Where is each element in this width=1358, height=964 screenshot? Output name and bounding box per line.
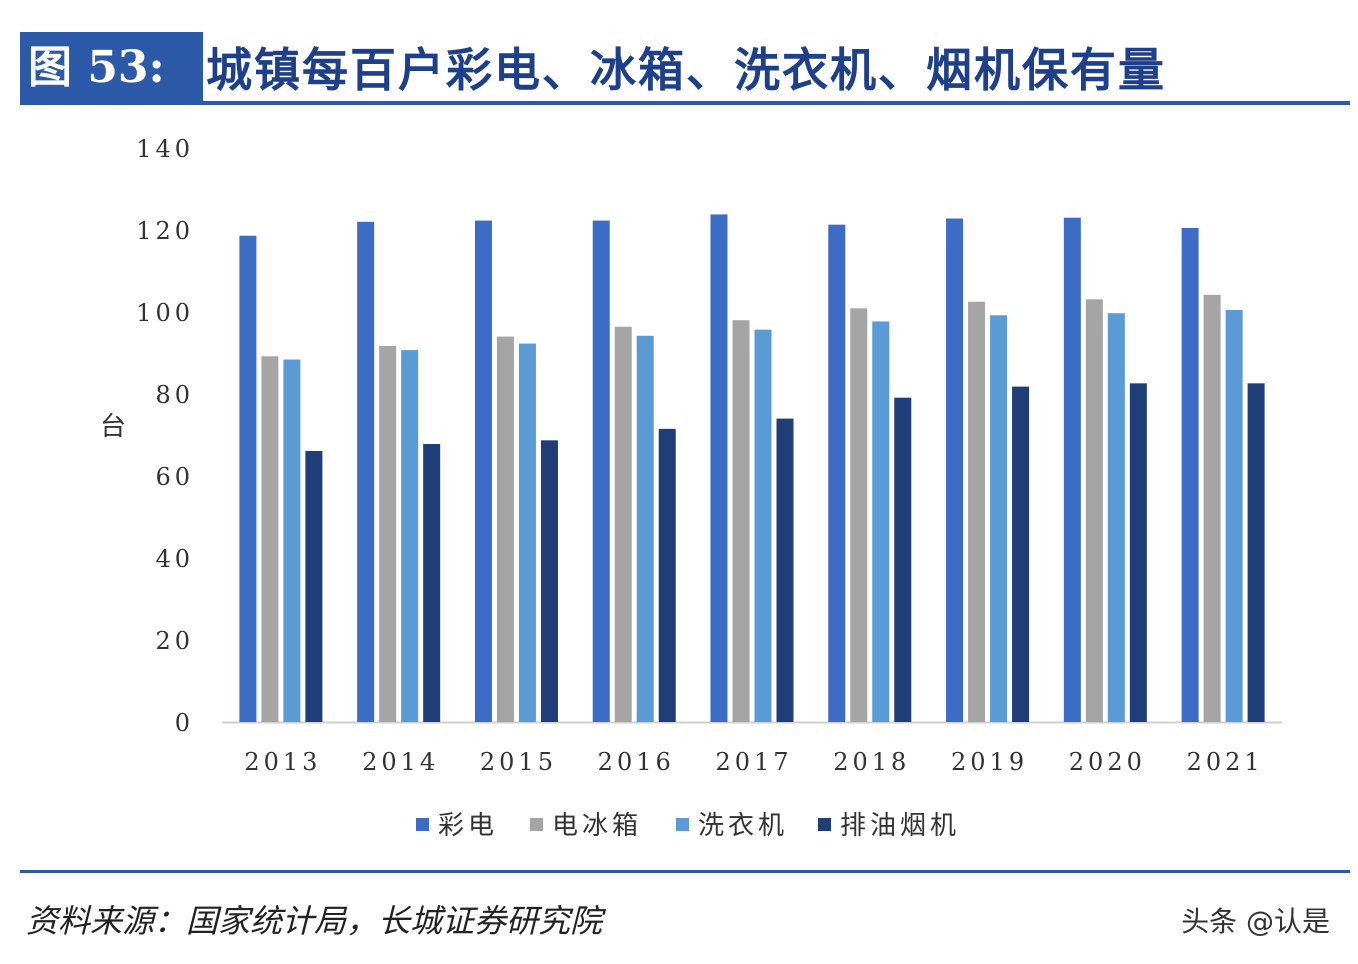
bar-2019-彩电 [946, 218, 964, 722]
bar-2017-洗衣机 [754, 329, 772, 722]
bar-2018-电冰箱 [850, 308, 868, 722]
y-tick-label: 80 [155, 381, 194, 409]
legend-label: 洗衣机 [698, 811, 788, 841]
bar-2021-排油烟机 [1247, 383, 1265, 722]
x-tick-label: 2017 [715, 748, 792, 776]
legend-label: 彩电 [438, 811, 498, 841]
y-axis-label: 台 [100, 412, 130, 442]
y-tick-label: 40 [155, 545, 194, 573]
bar-2013-洗衣机 [283, 359, 301, 722]
bar-2013-排油烟机 [305, 450, 323, 722]
y-tick-label: 120 [136, 217, 194, 245]
y-tick-label: 100 [136, 299, 194, 327]
bar-2015-排油烟机 [540, 440, 558, 722]
legend-label: 排油烟机 [840, 811, 960, 841]
bar-2014-排油烟机 [423, 444, 441, 722]
y-tick-label: 20 [155, 627, 194, 655]
bar-2014-电冰箱 [379, 346, 397, 722]
x-tick-label: 2018 [833, 748, 910, 776]
x-tick-label: 2016 [598, 748, 675, 776]
bar-2016-洗衣机 [636, 335, 654, 722]
legend-label: 电冰箱 [552, 811, 642, 841]
bar-2013-彩电 [239, 235, 257, 723]
bar-2018-洗衣机 [872, 321, 890, 722]
bar-2015-彩电 [474, 220, 492, 722]
x-tick-label: 2013 [244, 748, 321, 776]
bar-2018-排油烟机 [894, 397, 912, 722]
bar-2018-彩电 [828, 224, 846, 723]
bar-2015-电冰箱 [496, 336, 514, 722]
x-tick-label: 2020 [1069, 748, 1146, 776]
bar-2019-洗衣机 [990, 315, 1008, 722]
bar-2021-彩电 [1181, 227, 1199, 722]
bar-2020-彩电 [1063, 217, 1081, 722]
bar-2021-电冰箱 [1203, 294, 1221, 722]
bar-2020-排油烟机 [1129, 383, 1147, 722]
x-tick-label: 2021 [1187, 748, 1264, 776]
bar-2019-排油烟机 [1012, 386, 1030, 722]
y-tick-label: 0 [175, 709, 194, 737]
bar-2020-电冰箱 [1085, 299, 1103, 722]
y-tick-label: 140 [136, 135, 194, 163]
bar-2014-洗衣机 [401, 350, 419, 722]
bar-2017-彩电 [710, 214, 728, 723]
bar-2016-彩电 [592, 220, 610, 722]
bar-2016-排油烟机 [658, 428, 676, 722]
bar-2020-洗衣机 [1107, 313, 1125, 722]
bar-2017-电冰箱 [732, 320, 750, 722]
bar-2017-排油烟机 [776, 418, 794, 722]
bar-2013-电冰箱 [261, 356, 279, 722]
figure-label: 图 53: [20, 32, 203, 104]
bar-2021-洗衣机 [1225, 309, 1243, 722]
legend-swatch-3 [818, 818, 831, 831]
y-tick-label: 60 [155, 463, 194, 491]
legend-swatch-0 [416, 818, 429, 831]
bar-2015-洗衣机 [518, 343, 536, 722]
bar-2019-电冰箱 [968, 301, 986, 722]
bar-2014-彩电 [357, 221, 375, 723]
x-tick-label: 2019 [951, 748, 1028, 776]
title-rule [20, 101, 1350, 105]
chart-title: 城镇每百户彩电、冰箱、洗衣机、烟机保有量 [206, 43, 1166, 97]
watermark: 头条 @认是 [1181, 905, 1330, 938]
source-note: 资料来源：国家统计局，长城证券研究院 [26, 902, 603, 940]
bar-2016-电冰箱 [614, 326, 632, 722]
legend-swatch-1 [530, 818, 543, 831]
x-tick-label: 2014 [362, 748, 439, 776]
footer-rule [20, 870, 1350, 873]
legend-swatch-2 [676, 818, 689, 831]
x-tick-label: 2015 [480, 748, 557, 776]
